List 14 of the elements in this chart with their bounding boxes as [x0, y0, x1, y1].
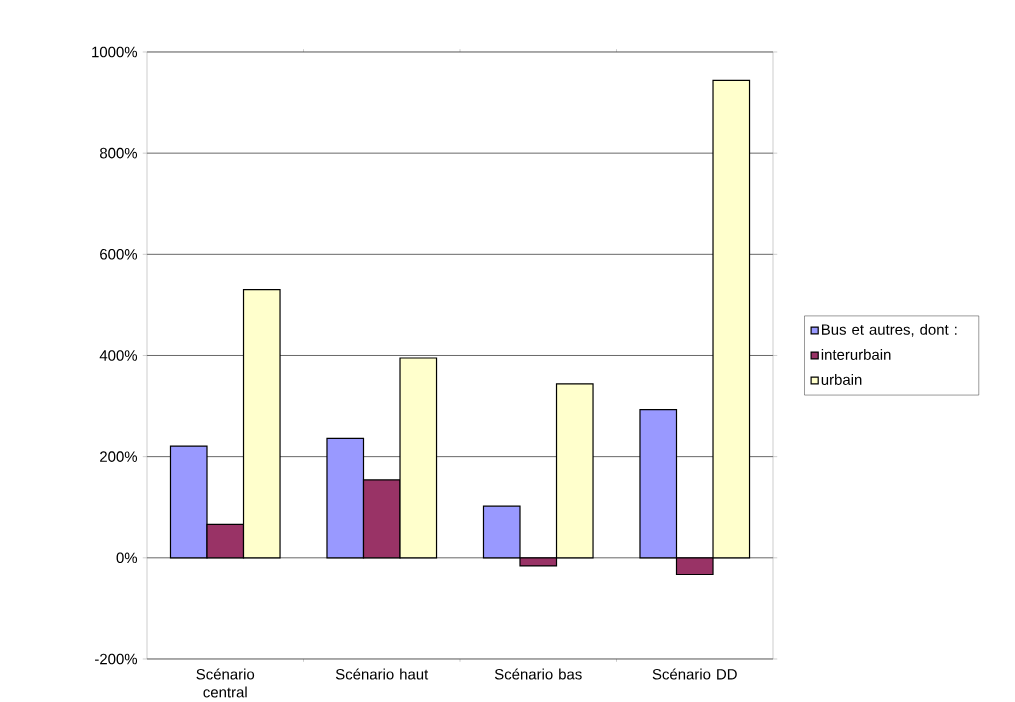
x-tick-label: Scénario haut — [335, 668, 429, 680]
y-tick-label: 200% — [100, 451, 138, 462]
y-tick-label: 800% — [100, 147, 138, 159]
x-tick-label: Scénario central — [196, 668, 255, 698]
y-tick-label: 600% — [100, 249, 138, 260]
y-tick-label: -200% — [95, 653, 138, 665]
x-tick-label: Scénario DD — [652, 668, 737, 680]
y-tick-label: 0% — [116, 552, 138, 564]
x-tick-label: Scénario bas — [494, 668, 582, 680]
legend-label: interurbain — [821, 348, 891, 360]
legend-label: urbain — [821, 374, 862, 385]
y-tick-label: 1000% — [92, 46, 138, 58]
legend-label: Bus et autres, dont : — [822, 323, 957, 337]
y-tick-label: 400% — [99, 350, 138, 361]
